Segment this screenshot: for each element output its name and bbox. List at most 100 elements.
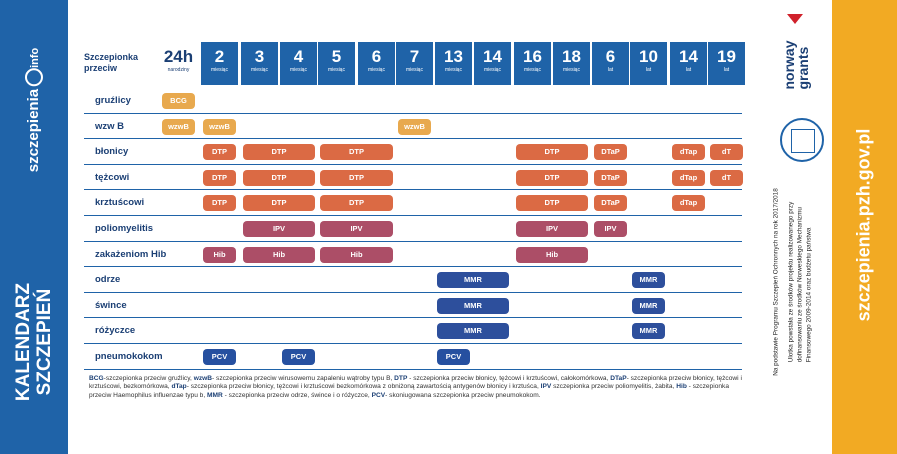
vaccine-pill: PCV — [437, 349, 470, 365]
age-column-10: 18 miesiąc — [553, 42, 590, 85]
row-divider — [84, 215, 742, 216]
row-divider — [84, 291, 742, 293]
age-unit: miesiąc — [211, 67, 228, 73]
age-column-4: 5 miesiąc — [318, 42, 355, 85]
age-unit: miesiąc — [290, 67, 307, 73]
brand-suffix: info — [28, 47, 41, 68]
vaccine-pill: DTP — [243, 195, 315, 212]
vaccine-pill: IPV — [320, 221, 393, 237]
age-unit: lat — [645, 67, 652, 73]
funding-line-1: Ulotka powstała ze środków projektu real… — [787, 201, 795, 363]
heart-icon — [787, 14, 803, 24]
vaccine-pill: DTP — [516, 169, 588, 186]
vaccine-pill: dTap — [672, 144, 705, 161]
age-number: 10 — [639, 47, 658, 66]
age-number: 18 — [562, 47, 581, 66]
age-column-2: 3 miesiąc — [241, 42, 278, 85]
brand-text: szczepienia — [24, 88, 42, 173]
funding-note: Ulotka powstała ze środków projektu real… — [787, 202, 814, 363]
row-divider — [84, 266, 742, 268]
title-line-1: KALENDARZ — [13, 282, 34, 402]
vaccine-pill: wzwB — [203, 118, 236, 135]
age-number: 24h — [163, 47, 194, 66]
age-column-7: 13 miesiąc — [435, 42, 472, 85]
row-label: poliomyelitis — [95, 223, 154, 234]
seal-inner — [791, 129, 815, 153]
row-label: krztuścowi — [95, 197, 145, 209]
row-label: zakażeniom Hib — [95, 248, 167, 260]
row-label: tężcowi — [95, 171, 130, 183]
legend: BCG-szczepionka przeciw gruźlicy, wzwB- … — [89, 375, 744, 400]
vaccine-pill: DTP — [203, 195, 236, 212]
row-divider — [84, 112, 742, 114]
age-number: 14 — [679, 47, 698, 66]
legend-key: dTap — [171, 383, 187, 391]
vaccine-pill: DTP — [203, 144, 236, 161]
vaccine-pill: dT — [710, 144, 743, 161]
age-unit: miesiąc — [406, 67, 423, 73]
vaccine-pill: MMR — [632, 272, 665, 289]
brand-logo: szczepienia info — [24, 47, 44, 173]
row-divider — [84, 189, 742, 191]
vaccine-pill: MMR — [437, 272, 509, 289]
legend-key: DTaP — [610, 375, 627, 382]
age-unit: miesiąc — [251, 67, 268, 73]
vaccine-pill: DTP — [516, 144, 588, 161]
vaccine-pill: dTap — [672, 169, 705, 186]
age-column-12: 10 lat — [630, 42, 667, 85]
title-line-2: SZCZEPIEŃ — [34, 288, 55, 396]
age-column-14: 19 lat — [708, 42, 745, 85]
legend-text: - szczepionka przeciw odrze, śwince i o … — [222, 391, 372, 399]
vaccine-pill: Hib — [243, 246, 315, 263]
legend-text: - szczepionka przeciw błonicy, tężcowi i… — [89, 375, 742, 391]
age-column-9: 16 miesiąc — [514, 42, 551, 85]
website-link[interactable]: szczepienia.pzh.gov.pl — [853, 128, 874, 322]
vaccine-pill: wzwB — [162, 118, 195, 135]
age-column-11: 6 lat — [592, 42, 629, 85]
age-number: 7 — [409, 47, 420, 66]
funding-line-3: Finansowego 2009-2014 oraz budżetu państ… — [805, 227, 813, 363]
vaccine-pill: PCV — [282, 349, 315, 365]
vaccine-pill: Hib — [320, 246, 393, 263]
header-label: Szczepionka przeciw — [84, 52, 139, 73]
age-column-8: 14 miesiąc — [474, 42, 511, 85]
age-unit: lat — [685, 67, 692, 73]
age-number: 3 — [254, 47, 265, 66]
legend-text: - szczepionka przeciw błonicy, tężcowi i… — [407, 375, 611, 382]
age-column-1: 2 miesiąc — [201, 42, 238, 85]
legend-text: - szczepionka przeciw wirusowemu zapalen… — [212, 375, 395, 382]
vaccine-pill: DTP — [320, 169, 393, 186]
vaccine-pill: DTP — [243, 169, 315, 186]
vaccine-pill: IPV — [243, 221, 315, 237]
vaccine-pill: wzwB — [398, 118, 431, 135]
row-divider — [84, 343, 742, 344]
legend-text: -szczepionka przeciw gruźlicy, — [103, 375, 194, 382]
vaccine-pill: Hib — [516, 246, 588, 263]
age-column-6: 7 miesiąc — [396, 42, 433, 85]
legend-key: IPV — [540, 383, 552, 391]
vaccine-pill: IPV — [516, 221, 588, 237]
vaccine-pill: DTP — [516, 195, 588, 212]
vaccine-pill: Hib — [203, 246, 236, 263]
legend-text: szczepionka przeciw poliomyelitis, żabit… — [551, 383, 677, 391]
legend-text: - szczepionka przeciw błonicy, tężcowi i… — [186, 383, 541, 391]
emblem-seal-icon — [780, 118, 824, 162]
row-label: pneumokokom — [95, 351, 163, 362]
vaccine-pill: DTaP — [594, 144, 627, 161]
row-label: odrze — [95, 274, 121, 286]
legend-key: Hib — [676, 383, 687, 391]
page-title: KALENDARZ SZCZEPIEŃ — [13, 283, 55, 401]
age-column-0: 24h narodziny — [160, 42, 197, 85]
row-label: śwince — [95, 299, 127, 311]
age-unit: miesiąc — [484, 67, 501, 73]
legend-text: - skoniugowana szczepionka przeciw pneum… — [385, 391, 541, 399]
vaccine-pill: DTP — [243, 144, 315, 161]
age-unit: miesiąc — [328, 67, 345, 73]
age-unit: miesiąc — [563, 67, 580, 73]
row-divider — [84, 138, 742, 140]
norway-grants-logo: norway grants — [781, 40, 811, 89]
age-column-13: 14 lat — [670, 42, 707, 85]
vaccine-pill: DTP — [203, 169, 236, 186]
age-number: 2 — [214, 47, 225, 66]
row-divider — [84, 368, 742, 370]
